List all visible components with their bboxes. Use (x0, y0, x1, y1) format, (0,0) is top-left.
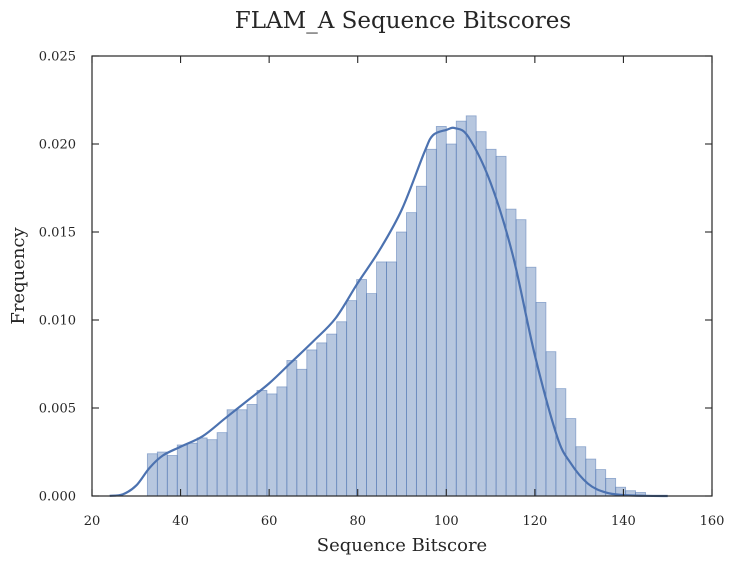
histogram-bar (266, 393, 278, 497)
kde-curve (109, 126, 668, 498)
chart-title: FLAM_A Sequence Bitscores (235, 8, 571, 34)
histogram-bar (525, 266, 537, 497)
y-axis-label: Frequency (8, 226, 29, 324)
histogram-bar (346, 300, 358, 497)
histogram-bar (246, 404, 258, 497)
histogram-bar (326, 333, 338, 497)
x-tick-label: 140 (611, 514, 636, 529)
histogram-bar (415, 185, 427, 497)
x-tick-label: 160 (700, 514, 725, 529)
histogram-bar (495, 155, 507, 497)
histogram-bar (475, 131, 487, 497)
histogram-bar (435, 126, 447, 497)
histogram-bar (356, 279, 367, 497)
histogram-bar (296, 368, 308, 497)
x-tick-label: 40 (172, 514, 189, 529)
x-tick-label: 120 (522, 514, 547, 529)
x-tick-label: 20 (84, 514, 101, 529)
histogram-bar (276, 386, 288, 497)
histogram-bar (465, 115, 477, 497)
y-tick-label: 0.000 (39, 490, 76, 505)
histogram-bar (396, 231, 407, 497)
histogram-bar (545, 351, 557, 497)
histogram-bar (425, 148, 437, 497)
x-tick-label: 100 (434, 514, 459, 529)
histogram-bar (176, 444, 188, 497)
histogram-bar (535, 301, 547, 497)
histogram-bar (166, 455, 178, 497)
histogram-bar (336, 321, 348, 497)
histogram-bar (316, 342, 328, 497)
histogram-bar (585, 458, 597, 497)
histogram-bar (206, 439, 218, 497)
histogram-bar (226, 409, 238, 497)
x-tick-label: 80 (349, 514, 366, 529)
y-tick-label: 0.020 (39, 138, 76, 153)
x-tick-label: 60 (261, 514, 278, 529)
histogram-bar (196, 437, 208, 497)
axis-ticks: 20 40 60 80 100 120 140 160 0.000 0.005 0.010 0.015… (39, 50, 725, 530)
histogram-bar (376, 261, 387, 497)
y-tick-label: 0.015 (39, 226, 76, 241)
histogram-bar (485, 148, 497, 497)
histogram-bar (256, 389, 268, 497)
histogram-bar (386, 261, 397, 497)
histogram-bars (146, 115, 646, 497)
plot-frame (91, 55, 713, 497)
histogram-bar (366, 293, 377, 497)
x-axis-label: Sequence Bitscore (317, 535, 487, 556)
histogram-bar (286, 360, 298, 497)
y-tick-label: 0.005 (39, 402, 76, 417)
histogram-bar (455, 120, 467, 497)
histogram-bar (406, 212, 417, 497)
histogram-bar (555, 388, 567, 497)
histogram-bar (515, 219, 527, 497)
histogram-bar (445, 143, 457, 497)
histogram-bar (306, 349, 318, 497)
histogram-bar (186, 442, 198, 497)
y-tick-label: 0.025 (39, 50, 76, 65)
histogram-bar (236, 409, 248, 497)
histogram-bar (216, 432, 228, 497)
y-tick-label: 0.010 (39, 314, 76, 329)
